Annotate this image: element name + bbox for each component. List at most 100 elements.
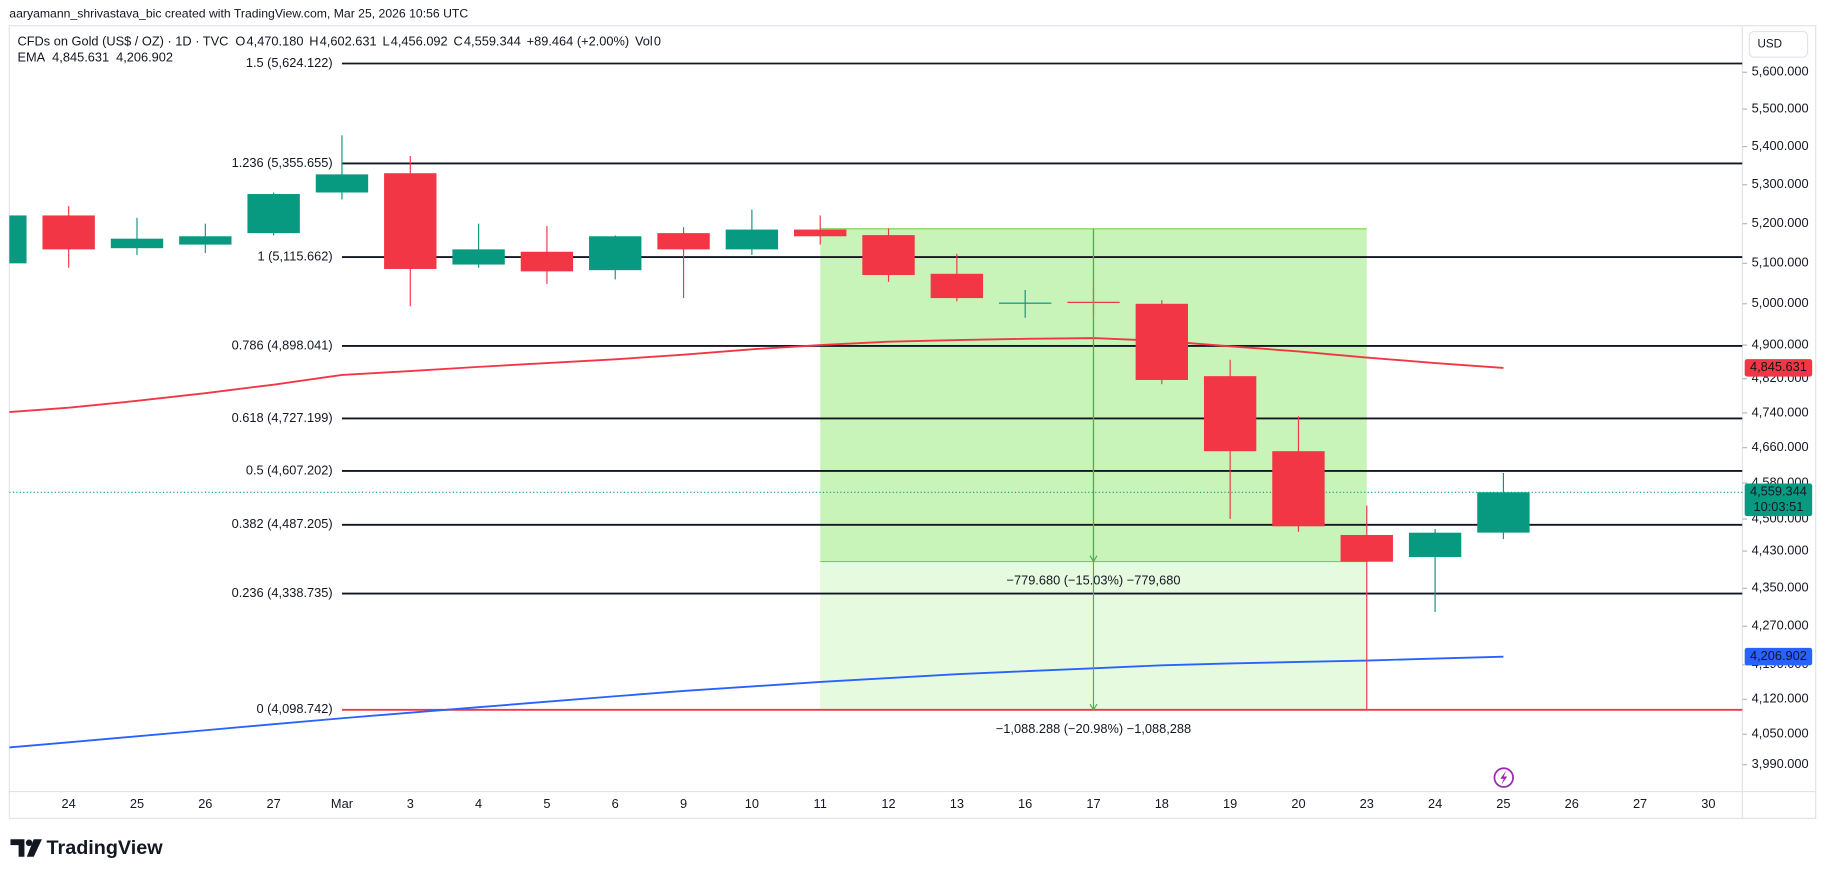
- candle-body: [452, 249, 505, 265]
- price-tag: [1744, 483, 1813, 517]
- x-tick-label: 30: [1701, 796, 1715, 811]
- candle-body: [930, 273, 984, 299]
- y-tick-label: 5,600.000: [1752, 64, 1809, 79]
- ohlc-key: O: [235, 33, 245, 48]
- y-tick-label: 4,900.000: [1752, 336, 1809, 351]
- y-tick-label: 4,050.000: [1752, 726, 1809, 741]
- candle-body: [42, 215, 95, 250]
- candle-body: [794, 229, 847, 237]
- brand-name[interactable]: TradingView: [47, 837, 164, 859]
- candle-body: [110, 238, 164, 249]
- candle-body: [315, 174, 369, 193]
- candle-body: [384, 173, 437, 269]
- fib-label: 0.618 (4,727.199): [232, 410, 333, 425]
- y-tick-label: 4,660.000: [1752, 439, 1809, 454]
- symbol-title: CFDs on Gold (US$ / OZ) · 1D · TVC: [17, 33, 228, 48]
- ohlc-value: 4,456.092: [391, 33, 448, 48]
- event-icon[interactable]: [1493, 767, 1514, 788]
- x-tick-label: 9: [680, 796, 687, 811]
- logo-slash[interactable]: [26, 839, 42, 857]
- x-tick-label: 26: [1565, 796, 1579, 811]
- y-tick-label: 5,000.000: [1752, 295, 1809, 310]
- candle-body: [1340, 534, 1393, 562]
- y-tick-label: 4,350.000: [1752, 580, 1809, 595]
- x-tick-label: 23: [1360, 796, 1374, 811]
- logo-mark[interactable]: [10, 839, 25, 857]
- fib-label: 1 (5,115.662): [257, 248, 332, 263]
- indicator-value: 4,206.902: [116, 50, 173, 65]
- x-tick-label: 24: [1428, 796, 1442, 811]
- x-tick-label: 18: [1155, 796, 1169, 811]
- candle-body: [1272, 451, 1325, 527]
- frame: [8, 25, 1817, 819]
- candle-body: [247, 194, 300, 234]
- ohlc-key: H: [309, 33, 318, 48]
- measure-arrowhead: [1089, 703, 1098, 711]
- candle-body: [1203, 376, 1257, 452]
- ohlc-value: 4,602.631: [320, 33, 377, 48]
- overlay: CFDs on Gold (US$ / OZ) · 1D · TVC O 4,470…: [17, 33, 1813, 811]
- plot-area: −779.680 (−15.03%) −779,680−1,088.288 (−…: [9, 62, 1743, 749]
- fib-label: 0.382 (4,487.205): [232, 516, 333, 531]
- measure-label: −1,088.288 (−20.98%) −1,088,288: [996, 721, 1191, 736]
- currency-label[interactable]: USD: [1757, 37, 1782, 50]
- x-tick-label: 19: [1223, 796, 1237, 811]
- candle-body: [179, 236, 232, 245]
- y-tick-label: 4,270.000: [1752, 618, 1809, 633]
- ohlc-key: L: [382, 33, 389, 48]
- x-tick-label: 4: [475, 796, 482, 811]
- x-tick-label: 16: [1018, 796, 1032, 811]
- y-tick-label: 5,200.000: [1752, 215, 1809, 230]
- x-tick-label: 6: [612, 796, 619, 811]
- ema-line: [9, 655, 1504, 749]
- x-tick-label: 27: [1633, 796, 1647, 811]
- price-tag-label: 4,845.631: [1750, 359, 1807, 374]
- price-tag: [1744, 647, 1813, 666]
- x-tick-label: 13: [950, 796, 964, 811]
- price-tag-label: 4,559.344: [1750, 484, 1807, 499]
- price-tag: [1744, 359, 1813, 377]
- candle-body: [1477, 492, 1530, 533]
- change-value: +89.464 (+2.00%): [527, 33, 629, 48]
- candle-body: [520, 251, 574, 272]
- brand-logo[interactable]: [10, 839, 42, 857]
- currency-button[interactable]: [1748, 30, 1809, 58]
- x-tick-label: 12: [881, 796, 895, 811]
- candle-body: [725, 229, 779, 250]
- candle-body: [657, 233, 710, 250]
- x-tick-label: 26: [198, 796, 212, 811]
- candle-body: [1135, 303, 1188, 380]
- y-tick-label: 3,990.000: [1752, 756, 1809, 771]
- fib-label: 0.236 (4,338.735): [232, 585, 333, 600]
- y-tick-label: 4,740.000: [1752, 404, 1809, 419]
- candle-body: [1408, 532, 1462, 558]
- ohlc-key: C: [454, 33, 463, 48]
- ema-line: [9, 337, 1504, 413]
- logo-dot[interactable]: [25, 839, 33, 847]
- candle-body: [589, 236, 642, 271]
- x-tick-label: 25: [130, 796, 144, 811]
- x-tick-label: 10: [745, 796, 759, 811]
- ohlc-value: 4,470.180: [247, 33, 304, 48]
- y-tick-label: 4,120.000: [1752, 691, 1809, 706]
- x-tick-label: 3: [407, 796, 414, 811]
- candle-body: [9, 215, 27, 264]
- y-tick-label: 4,430.000: [1752, 542, 1809, 557]
- x-tick-label: 25: [1496, 796, 1510, 811]
- indicator-value: 4,845.631: [52, 50, 109, 65]
- fib-label: 1.5 (5,624.122): [246, 55, 333, 70]
- x-tick-label: 5: [543, 796, 550, 811]
- x-tick-label: 11: [814, 796, 827, 811]
- x-tick-label: Mar: [331, 796, 354, 811]
- y-tick-label: 5,400.000: [1752, 138, 1809, 153]
- indicator-name: EMA: [17, 50, 45, 65]
- candle-body: [862, 235, 915, 275]
- attribution: aaryamann_shrivastava_bic created with T…: [9, 6, 468, 20]
- event-bolt[interactable]: [1500, 770, 1508, 785]
- candle-body: [998, 302, 1052, 304]
- x-tick-label: 27: [267, 796, 281, 811]
- y-tick-label: 5,500.000: [1752, 100, 1809, 115]
- price-tag-label: 4,206.902: [1750, 648, 1807, 663]
